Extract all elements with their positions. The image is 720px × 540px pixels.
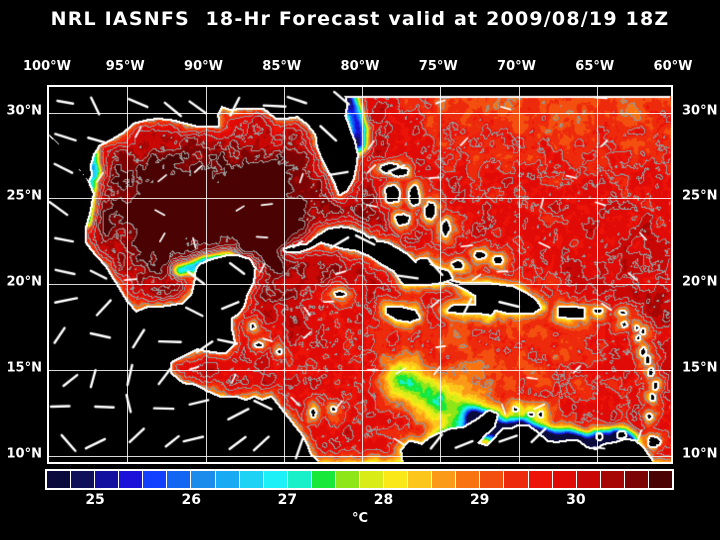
colorbar-cell (191, 471, 216, 488)
colorbar-cell (456, 471, 481, 488)
colorbar-tick-label: 27 (277, 492, 298, 508)
colorbar-tick-label: 28 (373, 492, 394, 508)
colorbar-cell (119, 471, 144, 488)
colorbar-cell (95, 471, 120, 488)
lat-tick-label-left: 10°N (6, 446, 42, 462)
colorbar-cell (576, 471, 601, 488)
lon-tick-label: 70°W (497, 59, 536, 74)
colorbar-tick-label: 30 (566, 492, 586, 508)
lat-tick-label-right: 30°N (682, 103, 718, 119)
lat-tick-label-right: 15°N (682, 360, 718, 376)
colorbar-cell (360, 471, 385, 488)
colorbar-cell (648, 471, 673, 488)
colorbar-cell (311, 471, 336, 488)
colorbar-cell (335, 471, 361, 488)
sst-field-canvas (49, 87, 671, 462)
lon-tick-label: 90°W (184, 59, 223, 74)
colorbar-cell (47, 471, 72, 488)
colorbar-cell (480, 471, 505, 488)
map-panel[interactable]: Surface Temperature (47, 85, 673, 464)
lat-tick-label-left: 30°N (6, 103, 42, 119)
lat-tick-label-left: 25°N (6, 188, 42, 204)
colorbar-cell (215, 471, 240, 488)
colorbar-cell (624, 471, 649, 488)
lat-tick-label-right: 20°N (682, 274, 718, 290)
colorbar-cell (552, 471, 577, 488)
colorbar-cell (600, 471, 625, 488)
lat-tick-label-right: 25°N (682, 188, 718, 204)
colorbar-tick-label: 26 (181, 492, 201, 508)
colorbar-cell (263, 471, 288, 488)
lon-tick-label: 95°W (105, 59, 145, 74)
lon-tick-label: 80°W (340, 59, 380, 74)
colorbar-cell (408, 471, 433, 488)
colorbar-cell (432, 471, 457, 488)
colorbar-cell (167, 471, 192, 488)
page-title: NRL IASNFS 18-Hr Forecast valid at 2009/… (50, 8, 670, 30)
lon-tick-label: 75°W (418, 59, 458, 74)
colorbar-cell (504, 471, 529, 488)
lon-tick-label: 85°W (262, 59, 302, 74)
colorbar-cell (143, 471, 168, 488)
lat-tick-label-left: 15°N (6, 360, 42, 376)
colorbar-cell (528, 471, 553, 488)
lat-tick-label-right: 10°N (682, 446, 718, 462)
colorbar-tick-label: 25 (85, 492, 105, 508)
colorbar-tick-label: 29 (469, 492, 490, 508)
colorbar (45, 469, 674, 490)
colorbar-cell (71, 471, 96, 488)
colorbar-cell (239, 471, 264, 488)
lon-tick-label: 65°W (575, 59, 615, 74)
colorbar-unit-label: °C (351, 511, 369, 526)
lat-tick-label-left: 20°N (6, 274, 42, 290)
colorbar-cell (287, 471, 312, 488)
lon-tick-label: 100°W (23, 59, 71, 74)
colorbar-ticks: 25 26 27 28 29 30 (0, 492, 720, 512)
lon-tick-label: 60°W (653, 59, 693, 74)
colorbar-cell (384, 471, 409, 488)
